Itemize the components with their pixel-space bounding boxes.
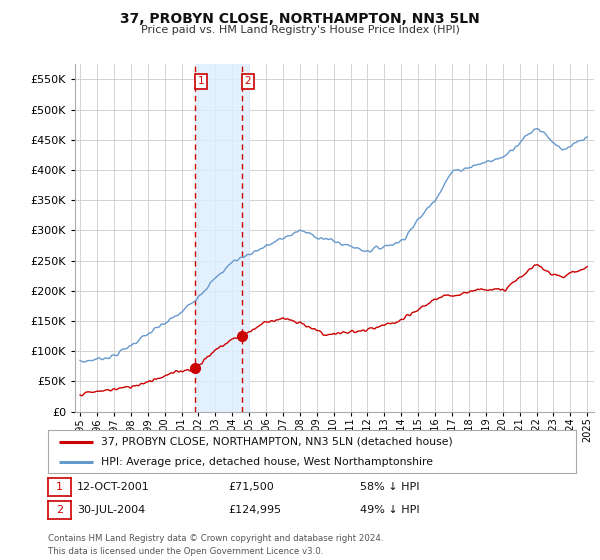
Text: 12-OCT-2001: 12-OCT-2001 (77, 482, 149, 492)
Text: 58% ↓ HPI: 58% ↓ HPI (360, 482, 419, 492)
Text: 1: 1 (197, 77, 204, 86)
Text: 2: 2 (245, 77, 251, 86)
Text: 49% ↓ HPI: 49% ↓ HPI (360, 505, 419, 515)
Text: 37, PROBYN CLOSE, NORTHAMPTON, NN3 5LN (detached house): 37, PROBYN CLOSE, NORTHAMPTON, NN3 5LN (… (101, 437, 452, 447)
Text: £71,500: £71,500 (228, 482, 274, 492)
Text: 37, PROBYN CLOSE, NORTHAMPTON, NN3 5LN: 37, PROBYN CLOSE, NORTHAMPTON, NN3 5LN (120, 12, 480, 26)
Text: 1: 1 (56, 482, 63, 492)
Text: 30-JUL-2004: 30-JUL-2004 (77, 505, 145, 515)
Text: £124,995: £124,995 (228, 505, 281, 515)
Bar (195, 64, 250, 412)
Text: Contains HM Land Registry data © Crown copyright and database right 2024.
This d: Contains HM Land Registry data © Crown c… (48, 534, 383, 556)
Text: Price paid vs. HM Land Registry's House Price Index (HPI): Price paid vs. HM Land Registry's House … (140, 25, 460, 35)
Text: HPI: Average price, detached house, West Northamptonshire: HPI: Average price, detached house, West… (101, 458, 433, 467)
Text: 2: 2 (56, 505, 63, 515)
